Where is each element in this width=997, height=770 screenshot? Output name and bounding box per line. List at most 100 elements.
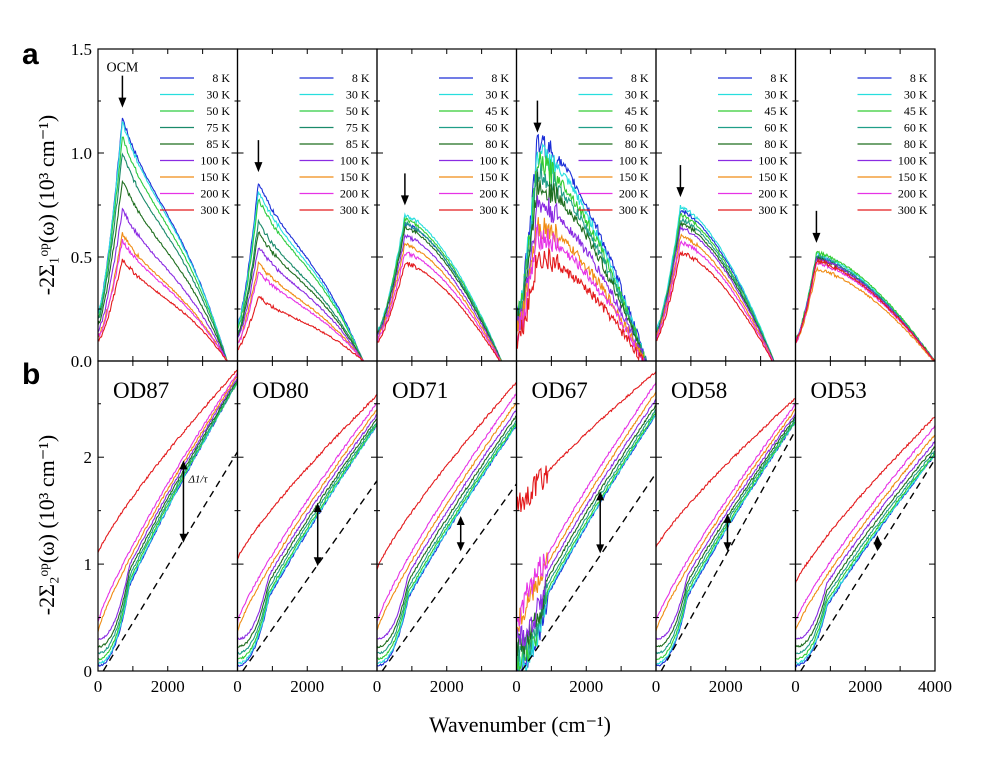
curve-b-3-45k	[377, 422, 517, 661]
legend-label-a-4-8: 300 K	[619, 203, 649, 217]
sample-label-1: OD87	[113, 378, 169, 403]
curve-b-4-8k	[516, 413, 656, 671]
legend-label-a-4-1: 30 K	[625, 88, 649, 102]
subplot-a-5-curves	[656, 204, 775, 361]
sample-label-2: OD80	[253, 378, 309, 403]
panel-b-letter: b	[22, 358, 40, 391]
curve-b-1-45k	[98, 381, 238, 661]
curve-b-5-45k	[656, 421, 796, 661]
curve-b-6-30k	[795, 454, 935, 665]
curve-b-6-45k	[795, 453, 935, 660]
curve-b-6-8k	[795, 455, 935, 668]
legend-label-a-5-0: 8 K	[770, 71, 788, 85]
curve-b-3-60k	[377, 420, 517, 655]
curve-a-1-300k	[98, 258, 229, 361]
y-axis-title-b: -2Σ₂ᵒᵖ(ω) (10³ cm⁻¹)	[34, 435, 59, 615]
scattering-arrow-bottom-5	[723, 542, 732, 552]
xtick-label-b: 0	[94, 677, 103, 696]
dashed-reference-5	[660, 430, 796, 671]
sample-label-4: OD67	[532, 378, 588, 403]
curve-b-1-200k	[98, 372, 238, 622]
xtick-label-b: 0	[791, 677, 800, 696]
curve-b-6-80k	[795, 446, 935, 648]
curve-a-1-200k	[98, 238, 228, 361]
curve-a-2-100k	[237, 247, 365, 361]
curve-a-3-150k	[377, 242, 502, 361]
ytick-label-a: 0.0	[71, 352, 92, 371]
legend-label-a-2-6: 150 K	[340, 170, 370, 184]
legend-label-a-3-0: 8 K	[491, 71, 509, 85]
legend-label-a-6-3: 60 K	[904, 121, 928, 135]
legend-label-a-6-0: 8 K	[910, 71, 928, 85]
legend-label-a-3-3: 60 K	[485, 121, 509, 135]
subplot-b-3-curves	[377, 382, 517, 671]
ocm-label: OCM	[106, 61, 138, 76]
curve-a-4-200k	[516, 224, 644, 361]
curve-a-3-45k	[377, 216, 502, 361]
legend-label-a-1-2: 50 K	[206, 104, 230, 118]
x-axis-title: Wavenumber (cm⁻¹)	[429, 712, 611, 737]
scattering-arrow-top-4	[596, 491, 605, 501]
legend-label-a-1-3: 75 K	[206, 121, 230, 135]
xtick-label-b: 4000	[918, 677, 952, 696]
curve-a-3-200k	[377, 251, 501, 361]
legend-label-a-5-1: 30 K	[764, 88, 788, 102]
legend-label-a-3-4: 80 K	[485, 137, 509, 151]
curve-b-6-200k	[795, 425, 935, 623]
legend-label-a-1-6: 150 K	[200, 170, 230, 184]
subplot-a-2-curves	[237, 183, 365, 361]
curve-b-4-200k	[516, 381, 656, 627]
scattering-arrow-bottom-6	[873, 542, 882, 552]
sample-label-5: OD58	[671, 378, 727, 403]
curve-b-3-80k	[377, 415, 517, 649]
curve-b-3-100k	[377, 409, 517, 640]
curve-b-5-30k	[656, 420, 796, 665]
legend-label-a-2-0: 8 K	[352, 71, 370, 85]
curve-b-5-100k	[656, 412, 796, 640]
curve-b-6-150k	[795, 434, 935, 631]
curve-a-6-300k	[795, 258, 935, 361]
legend-label-a-1-8: 300 K	[200, 203, 230, 217]
legend-label-a-6-1: 30 K	[904, 88, 928, 102]
curve-b-2-60k	[237, 421, 377, 655]
curve-b-1-150k	[98, 375, 238, 633]
legend-label-a-2-3: 75 K	[346, 121, 370, 135]
curve-a-6-150k	[795, 266, 935, 361]
xtick-label-b: 2000	[848, 677, 882, 696]
sample-label-3: OD71	[392, 378, 448, 403]
curve-a-6-100k	[795, 256, 935, 361]
scattering-arrow-bottom-4	[596, 544, 605, 554]
curve-a-3-8k	[377, 221, 503, 361]
subplot-b-4-curves	[516, 371, 656, 671]
curve-b-3-200k	[377, 392, 517, 622]
legend-label-a-2-2: 50 K	[346, 104, 370, 118]
legend-label-a-6-4: 80 K	[904, 137, 928, 151]
subplot-b-6-curves	[795, 416, 935, 671]
legend-label-a-4-7: 200 K	[619, 187, 649, 201]
ytick-label-a: 0.5	[71, 248, 92, 267]
scattering-arrow-bottom-2	[313, 557, 322, 567]
legend-label-a-1-5: 100 K	[200, 154, 230, 168]
curve-a-1-75k	[98, 152, 228, 361]
curve-a-6-80k	[795, 255, 935, 361]
legend-label-a-6-7: 200 K	[898, 187, 928, 201]
ytick-label-b: 0	[84, 662, 93, 681]
subplot-a-1-curves	[98, 117, 229, 361]
legend-label-a-3-2: 45 K	[485, 104, 509, 118]
curve-b-1-60k	[98, 380, 238, 655]
y-axis-title-a: -2Σ₁ᵒᵖ(ω) (10³ cm⁻¹)	[34, 115, 59, 295]
xtick-label-b: 2000	[430, 677, 464, 696]
curve-a-2-30k	[237, 191, 364, 361]
curve-b-2-45k	[237, 423, 377, 660]
curve-a-3-60k	[377, 220, 502, 361]
legend-label-a-5-2: 45 K	[764, 104, 788, 118]
subplot-a-4-curves	[516, 133, 648, 361]
curve-a-2-75k	[237, 218, 364, 361]
curve-b-2-200k	[237, 402, 377, 624]
subplot-b-2-curves	[237, 393, 377, 671]
curve-b-5-150k	[656, 408, 796, 632]
subplot-a-6-curves	[795, 250, 935, 361]
legend-label-a-5-6: 150 K	[758, 170, 788, 184]
